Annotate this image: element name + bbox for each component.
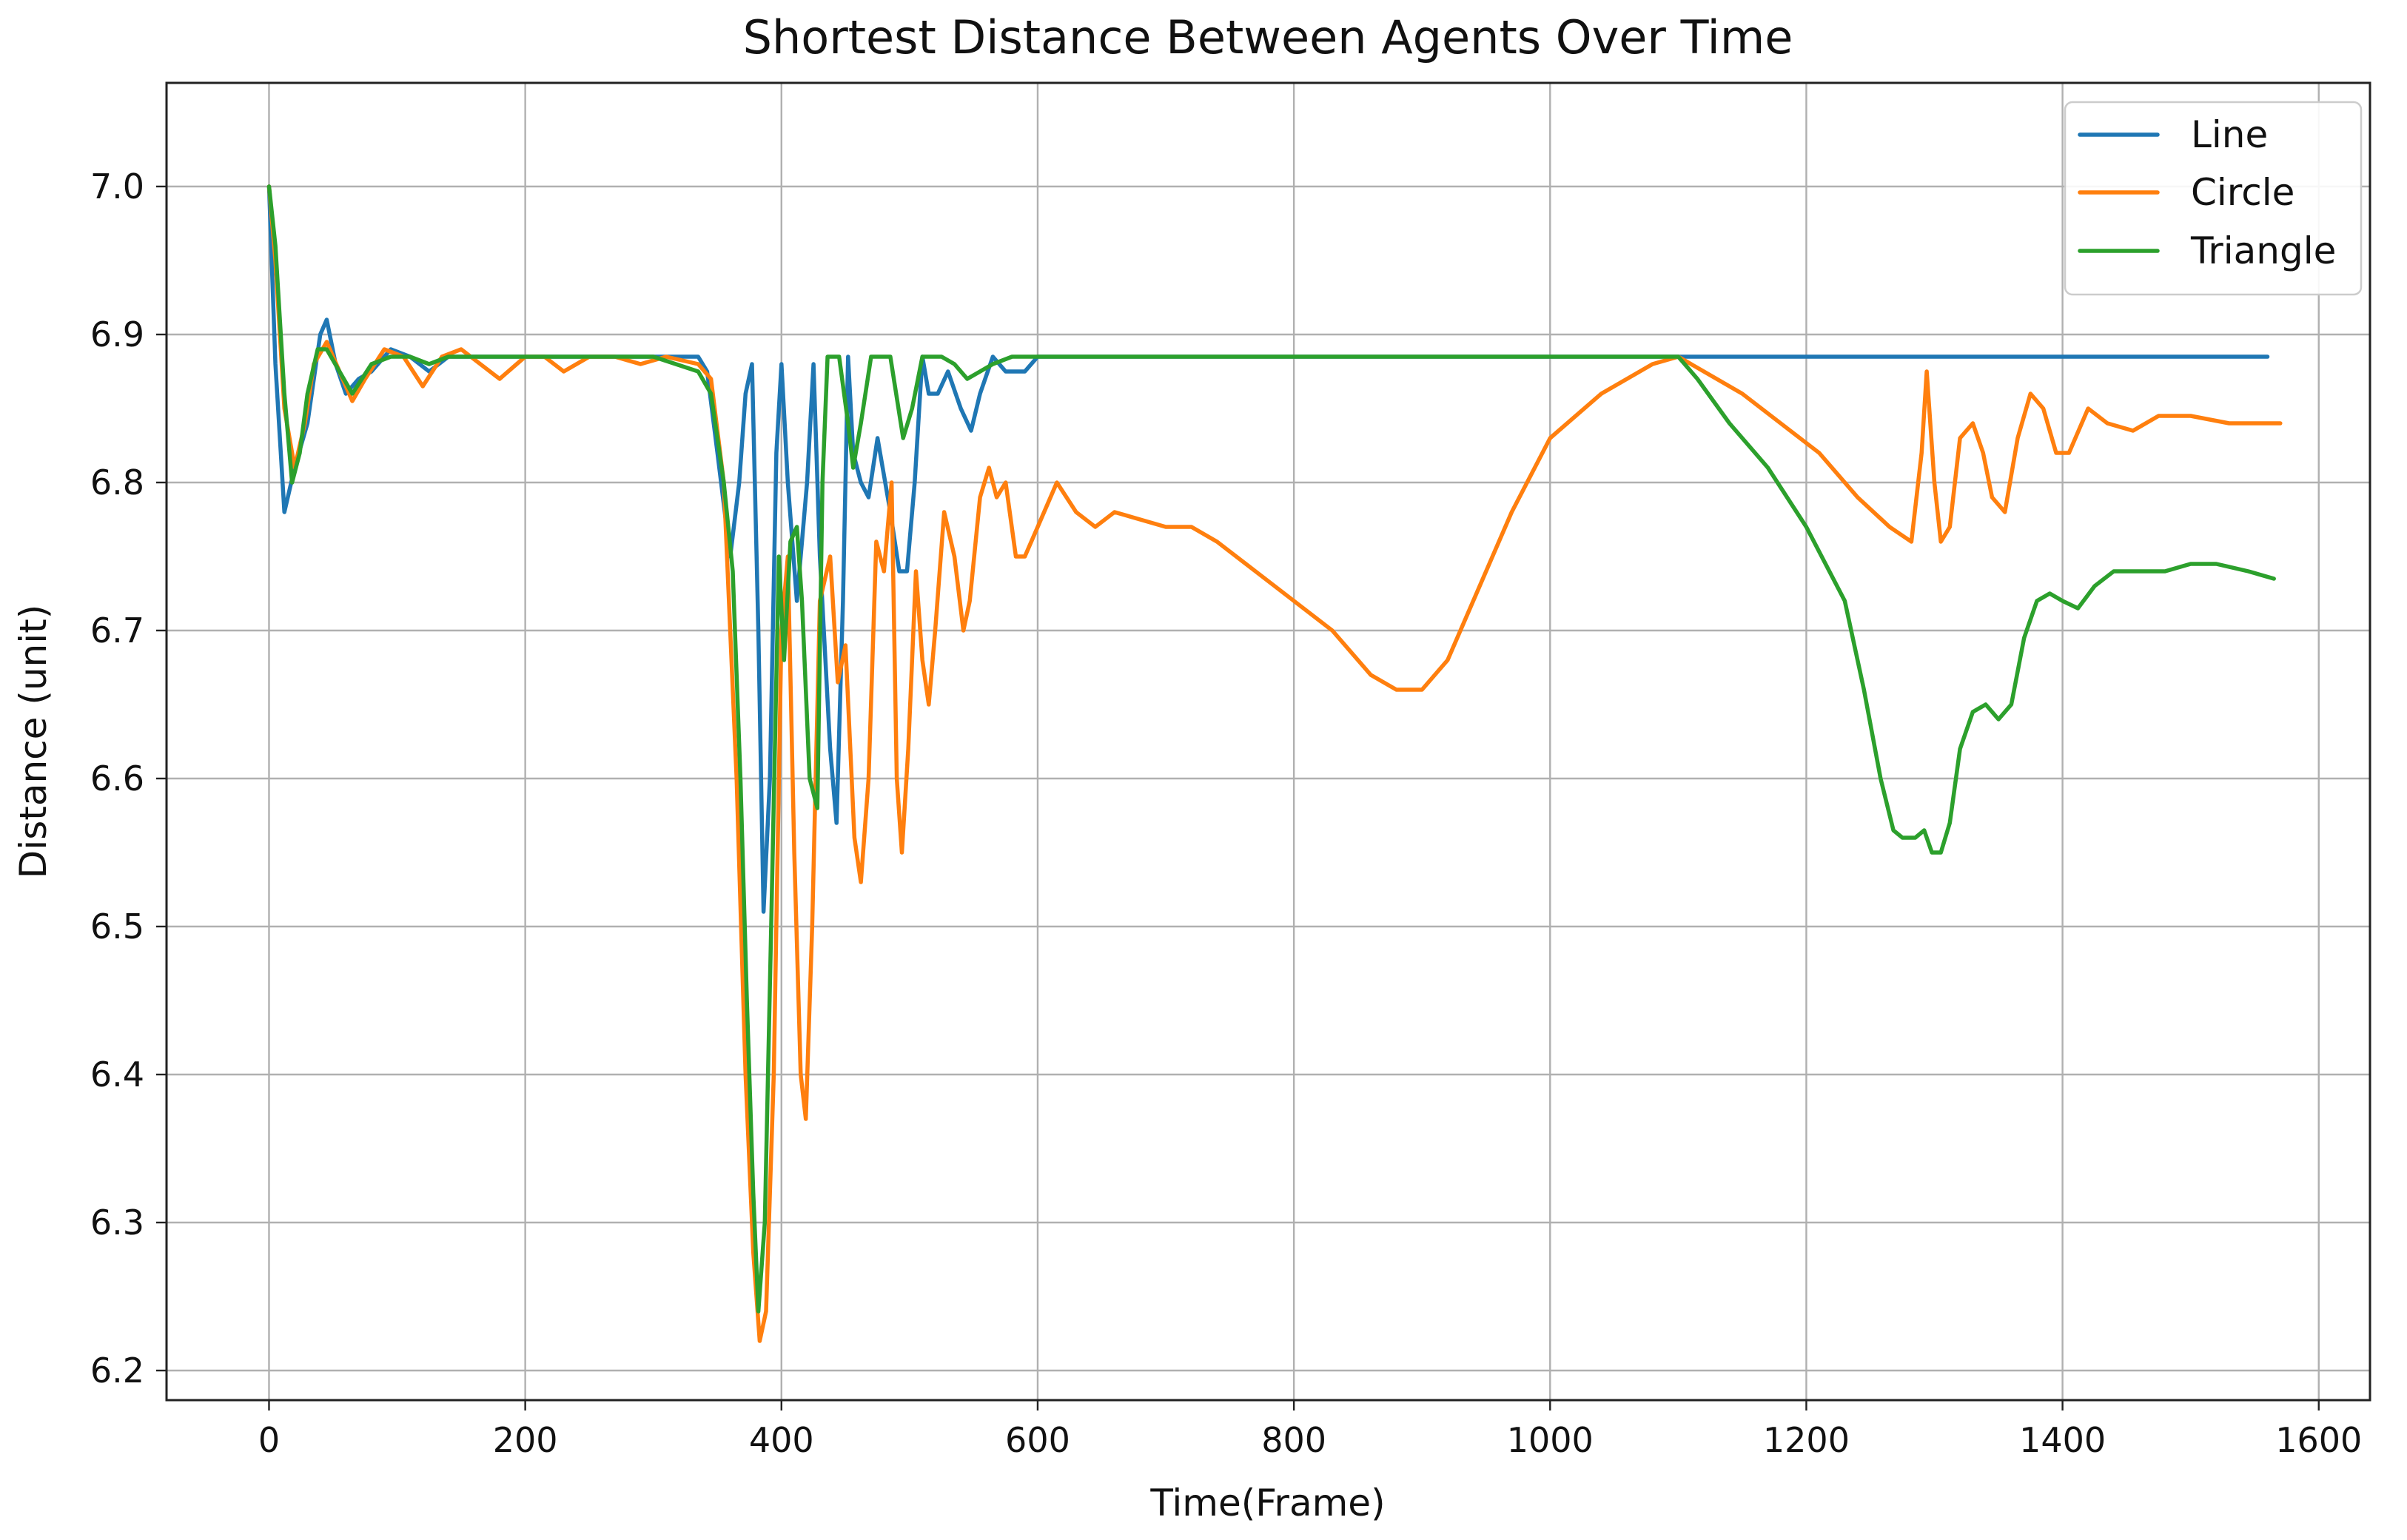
y-tick-label: 6.2 [90, 1351, 144, 1391]
y-axis-ticks: 6.2 6.3 6.4 6.5 6.6 6.7 6.8 6.9 7.0 [90, 167, 167, 1391]
series-group [266, 184, 2283, 1343]
x-tick-label: 600 [1005, 1420, 1070, 1460]
x-axis-ticks: 0 200 400 600 800 1000 1200 1400 1600 [258, 1400, 2362, 1460]
legend: Line Circle Triangle [2064, 101, 2363, 296]
legend-box [2064, 101, 2363, 296]
legend-label-triangle: Triangle [2190, 229, 2336, 272]
y-axis-label: Distance (unit) [12, 605, 55, 878]
x-tick-label: 400 [749, 1420, 814, 1460]
y-tick-label: 6.6 [90, 759, 144, 798]
series-line-line [266, 184, 2270, 914]
y-tick-label: 7.0 [90, 167, 144, 206]
y-tick-label: 6.3 [90, 1203, 144, 1243]
x-tick-label: 1000 [1507, 1420, 1594, 1460]
y-tick-label: 6.4 [90, 1055, 144, 1095]
plot-area-frame [165, 81, 2371, 1402]
x-tick-label: 1400 [2019, 1420, 2106, 1460]
series-line-circle [266, 184, 2283, 1343]
series-line-triangle [266, 184, 2276, 1314]
chart-title: Shortest Distance Between Agents Over Ti… [743, 10, 1793, 64]
x-tick-label: 0 [258, 1420, 280, 1460]
legend-label-circle: Circle [2191, 171, 2294, 214]
x-tick-label: 800 [1261, 1420, 1326, 1460]
y-tick-label: 6.8 [90, 463, 144, 502]
x-tick-label: 200 [493, 1420, 558, 1460]
y-tick-label: 6.5 [90, 907, 144, 946]
y-tick-label: 6.7 [90, 611, 144, 650]
legend-label-line: Line [2191, 113, 2268, 156]
x-tick-label: 1600 [2275, 1420, 2362, 1460]
grid-lines [167, 83, 2370, 1400]
x-axis-label: Time(Frame) [1149, 1482, 1385, 1524]
y-tick-label: 6.9 [90, 315, 144, 354]
x-tick-label: 1200 [1763, 1420, 1850, 1460]
